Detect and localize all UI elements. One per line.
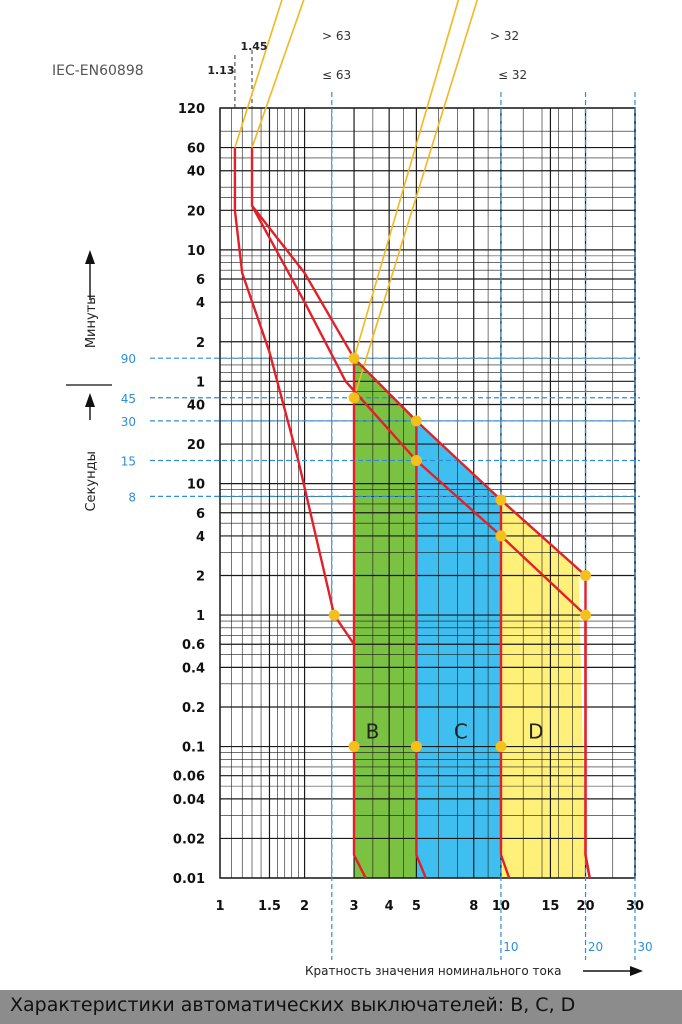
overload-line [353,0,460,359]
trip-curve-curve-C-instant [415,420,427,879]
trip-point-marker [410,415,422,427]
top-marker-label: 1.13 [207,64,234,77]
region-label-b: B [366,720,380,744]
trip-point-marker [580,609,592,621]
overload-line [251,0,305,148]
y-axis-title-seconds: Секунды [84,451,99,511]
region-b [354,358,417,879]
y-tick-label: 120 [178,102,205,117]
top-marker-label: 1.45 [240,40,267,53]
trip-point-marker [328,609,340,621]
x-tick-label: 15 [541,899,559,914]
trip-point-marker [495,494,507,506]
overload-label: > 32 [490,29,519,43]
overload-label: > 63 [322,29,351,43]
overload-label: ≤ 63 [322,68,351,82]
overload-label: ≤ 32 [498,68,527,82]
reference-label: 90 [121,352,136,366]
trip-point-marker [348,741,360,753]
reference-label: 45 [121,392,136,406]
trip-point-marker [348,392,360,404]
region-c [416,420,501,878]
y-tick-label: 6 [196,273,205,288]
x-tick-label: 8 [469,899,478,914]
y-tick-label: 1 [196,375,205,390]
x-tick-label: 5 [412,899,421,914]
x-tick-label: 3 [350,899,359,914]
trip-point-marker [495,741,507,753]
x-axis-arrow-head [630,966,643,976]
reference-label: 30 [121,415,136,429]
x-tick-label: 4 [385,899,394,914]
y-tick-label: 10 [187,244,205,259]
y-tick-label: 20 [187,438,205,453]
trip-point-marker [348,352,360,364]
y-tick-label: 0.1 [182,741,205,756]
trip-curve-curve-1.45-upper [251,204,591,879]
x-secondary-tick-label: 20 [588,940,603,954]
y-tick-label: 60 [187,142,205,157]
y-tick-label: 1 [196,609,205,624]
y-axis-arrow-head-seconds [85,393,95,407]
trip-point-marker [580,570,592,582]
y-axis-title-minutes: Минуты [84,294,99,348]
overload-lines-layer [234,0,479,398]
x-tick-label: 30 [626,899,644,914]
reference-label: 15 [121,454,136,468]
x-secondary-tick-label: 10 [503,940,518,954]
standard-label: IEC-EN60898 [52,63,144,79]
y-tick-label: 0.04 [173,793,205,808]
y-tick-label: 0.06 [173,770,205,785]
y-tick-label: 0.2 [182,701,205,716]
x-tick-label: 1 [215,899,224,914]
trip-curve-curve-D-instant [499,500,511,879]
overload-line [234,0,283,148]
caption-text: Характеристики автоматических выключател… [10,994,576,1016]
caption-bar: Характеристики автоматических выключател… [0,990,682,1024]
trip-point-marker [410,741,422,753]
y-tick-label: 0.6 [182,638,205,653]
region-label-d: D [528,720,543,744]
y-tick-label: 0.02 [173,832,205,847]
trip-point-marker [410,454,422,466]
x-tick-label: 1.5 [258,899,281,914]
y-tick-label: 0.01 [173,872,205,887]
region-label-c: C [454,720,468,744]
trip-point-marker [495,530,507,542]
x-axis-title: Кратность значения номинального тока [305,964,561,978]
trip-curve-curve-B-instant [352,358,367,879]
y-tick-label: 40 [187,165,205,180]
overload-line [353,0,479,398]
y-axis-arrow-head-minutes [85,250,95,264]
markers-layer [328,352,592,753]
x-tick-label: 20 [576,899,594,914]
y-tick-label: 2 [196,336,205,351]
y-tick-label: 10 [187,478,205,493]
y-tick-label: 4 [196,296,205,311]
y-tick-label: 0.4 [182,661,205,676]
reference-label: 8 [128,490,136,504]
x-tick-label: 2 [300,899,309,914]
y-tick-label: 4 [196,530,205,545]
y-tick-label: 6 [196,507,205,522]
x-tick-label: 10 [492,899,510,914]
y-tick-label: 2 [196,570,205,585]
y-tick-label: 40 [187,398,205,413]
x-secondary-tick-label: 30 [637,940,652,954]
trip-curve-curve-1.13-lower [233,147,355,645]
y-tick-label: 20 [187,204,205,219]
